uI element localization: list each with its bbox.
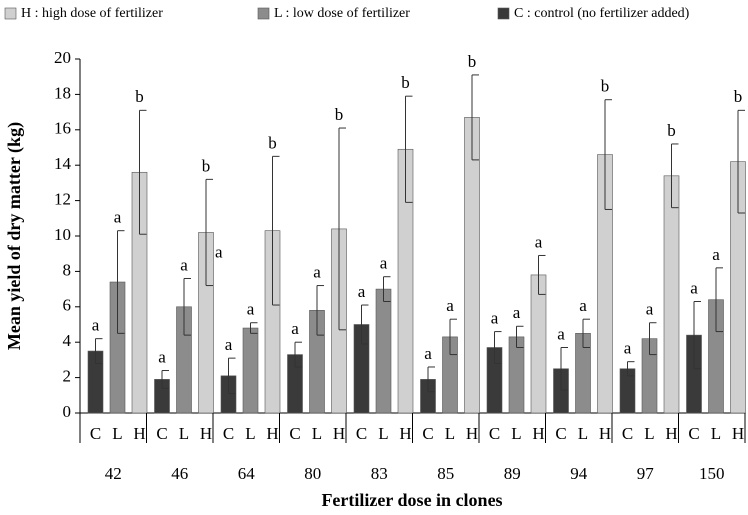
- significance-letter: a: [579, 296, 587, 315]
- significance-letter: b: [734, 87, 743, 106]
- significance-letter: a: [247, 300, 255, 319]
- legend-swatch: [4, 7, 17, 20]
- bar-sub-label: L: [245, 424, 255, 443]
- significance-letter: a: [690, 278, 698, 297]
- y-axis-title: Mean yield of dry matter (kg): [4, 122, 25, 350]
- bar-sub-label: H: [532, 424, 544, 443]
- x-tick-label: 85: [437, 464, 454, 483]
- bar-sub-label: H: [599, 424, 611, 443]
- bar-sub-label: L: [378, 424, 388, 443]
- significance-letter: a: [225, 335, 233, 354]
- y-tick-label: 4: [63, 331, 72, 350]
- bar-sub-label: L: [511, 424, 521, 443]
- significance-letter: b: [601, 77, 610, 96]
- y-tick-label: 16: [54, 119, 71, 138]
- bar: [375, 288, 392, 414]
- y-tick-label: 14: [54, 154, 72, 173]
- bar: [508, 336, 525, 414]
- significance-letter: a: [424, 344, 432, 363]
- significance-letter: a: [291, 319, 299, 338]
- significance-letter: a: [358, 282, 366, 301]
- bar: [464, 117, 480, 414]
- bar-sub-label: C: [422, 424, 433, 443]
- significance-letter: b: [335, 105, 344, 124]
- significance-letter: b: [202, 156, 211, 175]
- annotation: a: [215, 243, 223, 262]
- bar: [530, 274, 547, 414]
- x-tick-label: 42: [105, 464, 122, 483]
- x-tick-label: 150: [699, 464, 725, 483]
- y-tick-label: 0: [63, 402, 72, 421]
- y-tick-label: 6: [63, 296, 72, 315]
- x-axis-title: Fertilizer dose in clones: [321, 490, 502, 510]
- significance-letter: a: [380, 254, 388, 273]
- y-tick-label: 2: [63, 367, 72, 386]
- x-tick-label: 83: [371, 464, 388, 483]
- bar-sub-label: C: [156, 424, 167, 443]
- significance-letter: a: [92, 316, 100, 335]
- bar-sub-label: C: [356, 424, 367, 443]
- x-tick-label: 89: [504, 464, 521, 483]
- bar-sub-label: L: [644, 424, 654, 443]
- y-tick-label: 18: [54, 83, 71, 102]
- significance-letter: a: [513, 303, 521, 322]
- significance-letter: b: [667, 121, 676, 140]
- bar-sub-label: C: [688, 424, 699, 443]
- significance-letter: a: [712, 245, 720, 264]
- bar-sub-label: L: [711, 424, 721, 443]
- bar-sub-label: L: [445, 424, 455, 443]
- bar-sub-label: C: [489, 424, 500, 443]
- significance-letter: b: [135, 87, 144, 106]
- significance-letter: a: [180, 255, 188, 274]
- y-tick-label: 8: [63, 260, 72, 279]
- bar-sub-label: H: [399, 424, 411, 443]
- significance-letter: b: [468, 52, 477, 71]
- x-tick-label: 64: [238, 464, 256, 483]
- significance-letter: b: [401, 73, 410, 92]
- bar-sub-label: H: [133, 424, 145, 443]
- x-tick-label: 80: [304, 464, 321, 483]
- bar: [663, 175, 680, 414]
- bar-sub-label: L: [112, 424, 122, 443]
- legend-swatch: [257, 7, 270, 20]
- significance-letter: a: [624, 339, 632, 358]
- bar-sub-label: L: [312, 424, 322, 443]
- bar-sub-label: H: [200, 424, 212, 443]
- y-tick-label: 20: [54, 48, 71, 67]
- bar-sub-label: C: [555, 424, 566, 443]
- significance-letter: a: [158, 347, 166, 366]
- significance-letter: a: [313, 262, 321, 281]
- bar-sub-label: H: [665, 424, 677, 443]
- bar-sub-label: C: [622, 424, 633, 443]
- legend-swatch: [497, 7, 510, 20]
- legend-label: C : control (no fertilizer added): [514, 6, 690, 21]
- bar-sub-label: H: [732, 424, 744, 443]
- y-tick-label: 10: [54, 225, 71, 244]
- x-tick-label: 94: [570, 464, 588, 483]
- legend-label: H : high dose of fertilizer: [21, 6, 163, 21]
- significance-letter: a: [535, 232, 543, 251]
- significance-letter: a: [646, 300, 654, 319]
- bar: [242, 327, 259, 414]
- bar-sub-label: H: [466, 424, 478, 443]
- significance-letter: a: [557, 324, 565, 343]
- bar-sub-label: L: [578, 424, 588, 443]
- significance-letter: a: [114, 208, 122, 227]
- bar-sub-label: C: [223, 424, 234, 443]
- bar-sub-label: L: [179, 424, 189, 443]
- significance-letter: a: [491, 308, 499, 327]
- x-tick-label: 46: [171, 464, 188, 483]
- bar-sub-label: H: [266, 424, 278, 443]
- bar-sub-label: C: [90, 424, 101, 443]
- x-tick-label: 97: [637, 464, 655, 483]
- significance-letter: b: [268, 133, 277, 152]
- bar-sub-label: C: [289, 424, 300, 443]
- significance-letter: a: [446, 296, 454, 315]
- legend-label: L : low dose of fertilizer: [274, 6, 410, 21]
- y-tick-label: 12: [54, 190, 71, 209]
- bar-sub-label: H: [333, 424, 345, 443]
